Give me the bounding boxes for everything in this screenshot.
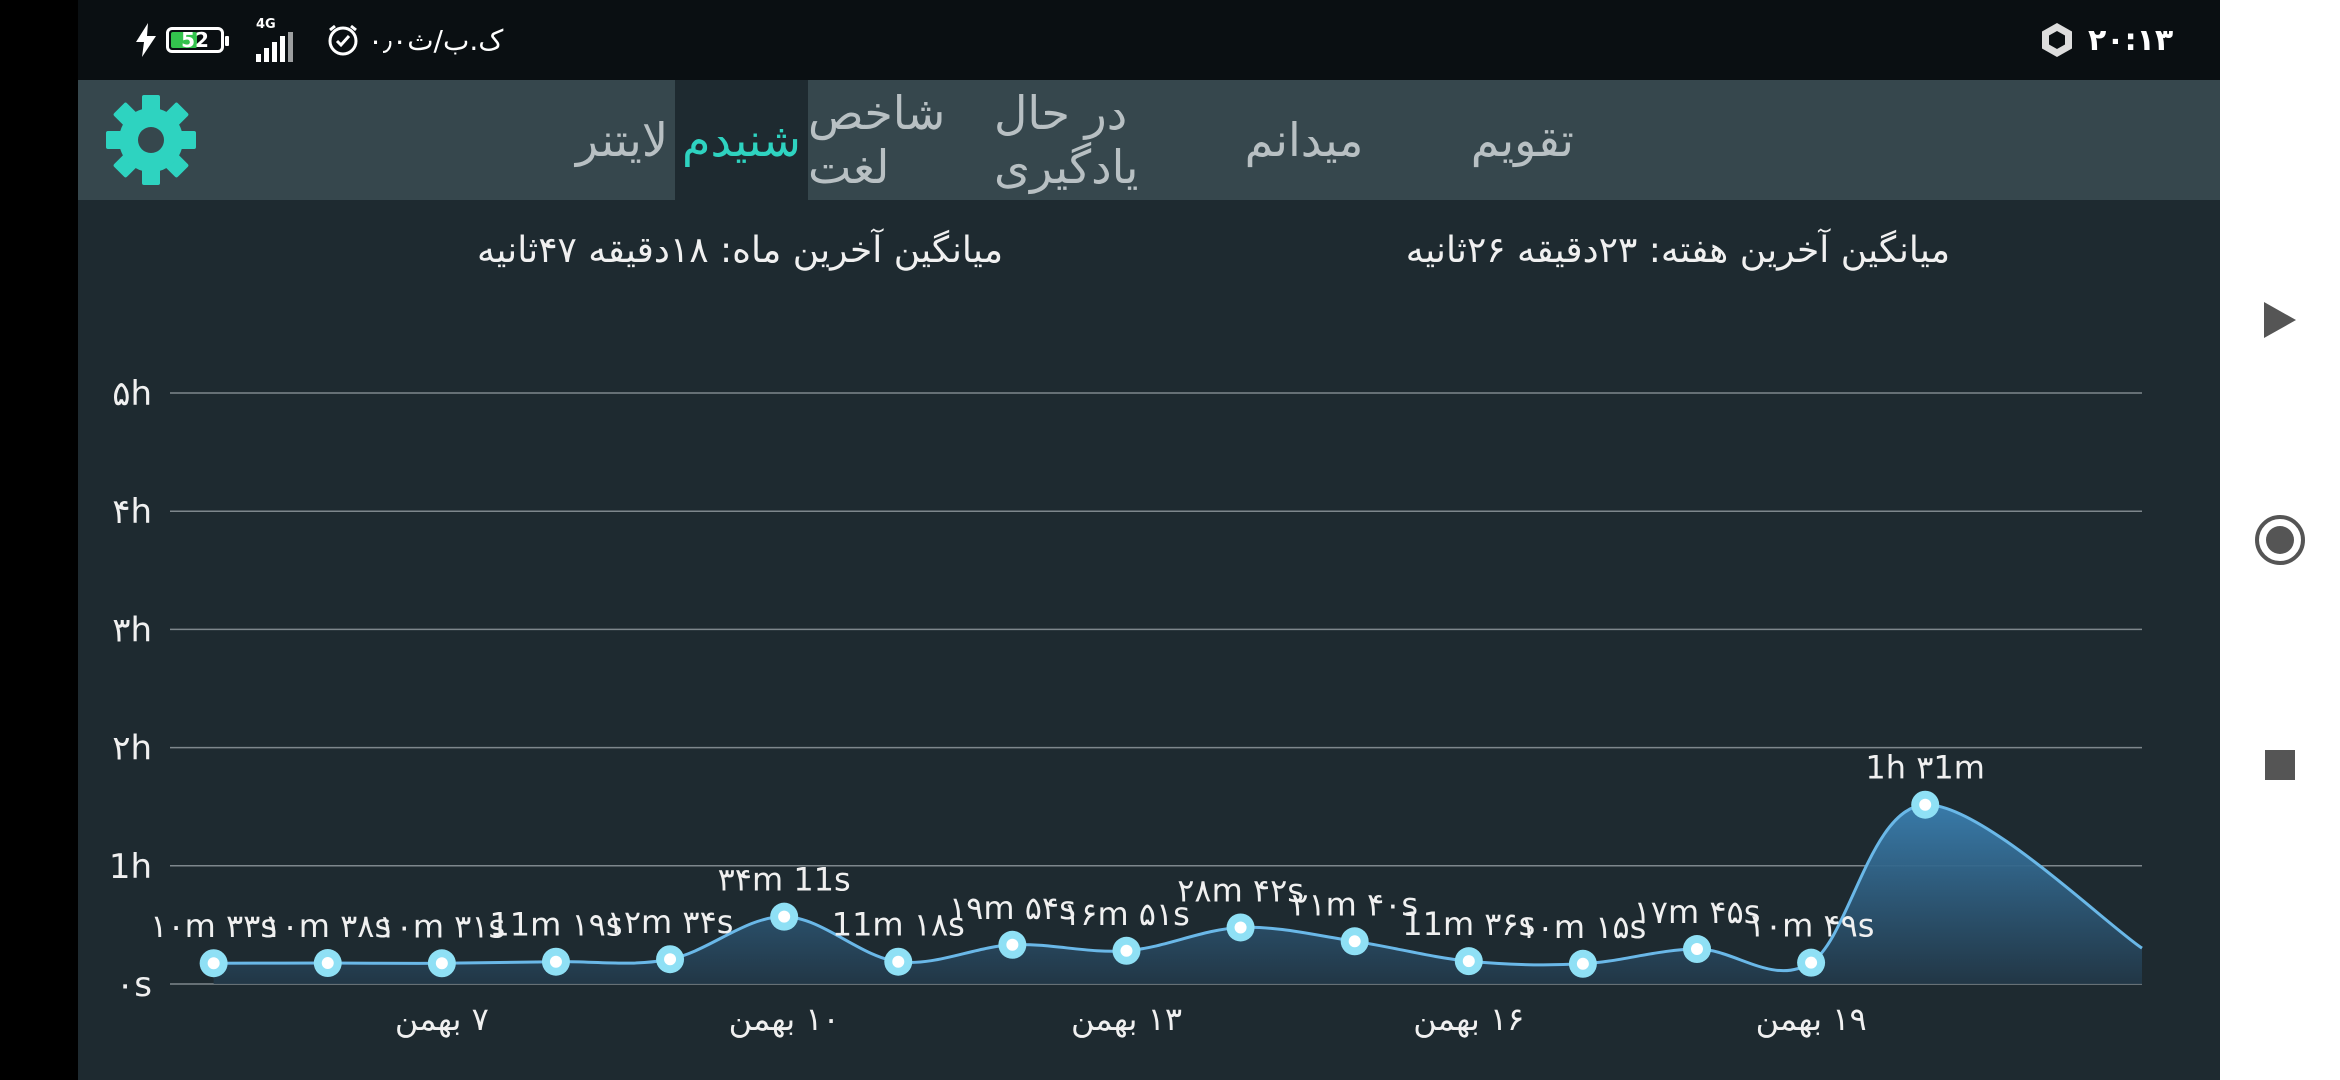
data-label: ۱۷m ۴۵s: [1634, 893, 1761, 931]
recents-square-icon[interactable]: [2220, 740, 2340, 790]
signal-icon: 4G: [256, 0, 293, 80]
data-label: ۱۲m ۳۴s: [607, 903, 734, 941]
data-label: ۱۰m ۳۱s: [378, 907, 505, 945]
y-tick-label: 1h: [109, 847, 152, 887]
navigation-bar: [2220, 0, 2340, 1080]
data-point-center: [549, 955, 562, 968]
data-point-center: [1006, 938, 1019, 951]
tab-word-index[interactable]: شاخص لغت: [808, 86, 946, 194]
y-tick-label: ۳h: [112, 610, 152, 650]
y-tick-label: ۴h: [112, 492, 152, 532]
series-area: [213, 804, 2143, 984]
data-point-center: [1690, 943, 1703, 956]
tab-bar: لایتنر شنیدم شاخص لغت در حال یادگیری مید…: [78, 80, 2220, 200]
data-point-center: [1919, 798, 1932, 811]
alarm-icon: [326, 0, 360, 80]
app-notification-icon: [2040, 0, 2074, 80]
settings-gear-icon[interactable]: [106, 95, 196, 185]
data-point[interactable]: [1454, 947, 1483, 976]
clock-time: ۲۰:۱۳: [2088, 22, 2174, 58]
data-point[interactable]: [1682, 935, 1711, 964]
data-point-center: [1234, 921, 1247, 934]
battery-icon: 52: [158, 0, 229, 80]
data-point-center: [1576, 957, 1589, 970]
y-tick-label: ۰s: [116, 965, 152, 1005]
status-bar: 52 4G ۰٫۰ک.ب/ث ۲۰:۱۳: [78, 0, 2220, 80]
data-point[interactable]: [1226, 913, 1255, 942]
data-label: ۱۰m ۴۹s: [1748, 907, 1875, 945]
data-label: ۱۰m ۳۸s: [264, 907, 391, 945]
data-point[interactable]: [1340, 927, 1369, 956]
data-label: 11m ۱۸s: [832, 906, 965, 944]
data-label: ۱۰m ۱۵s: [1520, 908, 1647, 946]
data-label: ۲۸m ۴۲s: [1177, 871, 1304, 909]
x-tick-label: ۱۳ بهمن: [1071, 1000, 1182, 1038]
x-tick-label: ۱۰ بهمن: [729, 1000, 840, 1038]
data-point[interactable]: [541, 947, 570, 976]
data-point-center: [892, 955, 905, 968]
weekly-average: میانگین آخرین هفته: ۲۳دقیقه ۲۶ثانیه: [1405, 230, 1950, 271]
charging-icon: [134, 0, 158, 80]
data-point-center: [778, 910, 791, 923]
tab-leitner[interactable]: لایتنر: [575, 113, 669, 167]
data-point-center: [207, 957, 220, 970]
data-point[interactable]: [427, 949, 456, 978]
data-point[interactable]: [998, 930, 1027, 959]
data-label: ۱۰m ۳۳s: [150, 907, 277, 945]
data-point[interactable]: [1911, 790, 1940, 819]
tab-known[interactable]: میدانم: [1244, 113, 1364, 167]
data-point[interactable]: [1797, 948, 1826, 977]
x-tick-label: ۱۶ بهمن: [1413, 1000, 1524, 1038]
data-point-center: [435, 957, 448, 970]
y-tick-label: ۵h: [112, 374, 152, 414]
data-point-center: [1120, 944, 1133, 957]
back-triangle-icon[interactable]: [2220, 290, 2340, 350]
tab-learning[interactable]: در حال یادگیری: [994, 86, 1139, 194]
data-point[interactable]: [770, 902, 799, 931]
tab-heard[interactable]: شنیدم: [675, 80, 808, 200]
data-label: ۱۶m ۵۱s: [1063, 895, 1190, 933]
data-point[interactable]: [313, 949, 342, 978]
data-point[interactable]: [884, 947, 913, 976]
y-tick-label: ۲h: [112, 729, 152, 769]
data-label: ۳۴m 11s: [718, 861, 851, 899]
data-point-center: [321, 957, 334, 970]
data-point-center: [1805, 956, 1818, 969]
data-point-center: [1462, 955, 1475, 968]
data-point-center: [1348, 935, 1361, 948]
data-label: 11m ۳۶s: [1402, 905, 1535, 943]
data-label: ۲۱m ۴۰s: [1291, 885, 1418, 923]
data-point-center: [664, 953, 677, 966]
data-point[interactable]: [199, 949, 228, 978]
network-speed: ۰٫۰ک.ب/ث: [368, 23, 504, 57]
home-circle-icon[interactable]: [2220, 510, 2340, 570]
app-window: 52 4G ۰٫۰ک.ب/ث ۲۰:۱۳: [78, 0, 2220, 1080]
x-tick-label: ۷ بهمن: [395, 1000, 489, 1038]
data-point[interactable]: [1112, 936, 1141, 965]
data-point[interactable]: [656, 945, 685, 974]
data-label: 11m ۱۹s: [489, 906, 622, 944]
tab-calendar[interactable]: تقویم: [1470, 113, 1574, 167]
network-type: 4G: [256, 17, 276, 32]
monthly-average: میانگین آخرین ماه: ۱۸دقیقه ۴۷ثانیه: [477, 230, 1003, 271]
data-label: 1h ۳1m: [1865, 749, 1985, 787]
data-label: ۱۹m ۵۴s: [949, 889, 1076, 927]
data-point[interactable]: [1568, 949, 1597, 978]
battery-level: 52: [181, 28, 209, 52]
x-tick-label: ۱۹ بهمن: [1756, 1000, 1867, 1038]
